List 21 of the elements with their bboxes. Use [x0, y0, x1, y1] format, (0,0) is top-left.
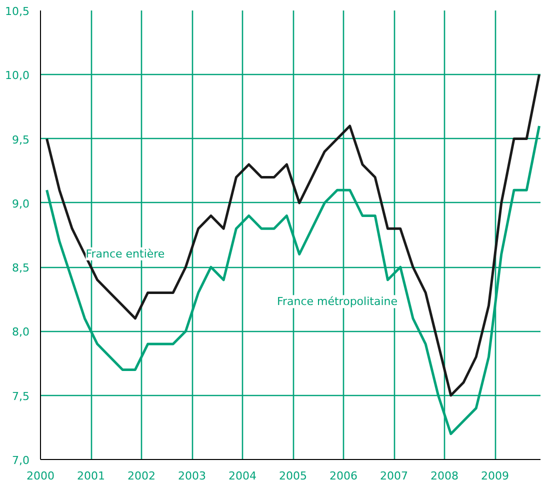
- y-tick-label: 10,0: [5, 69, 30, 82]
- y-tick-label: 8,0: [12, 326, 30, 339]
- x-tick-label: 2005: [279, 470, 308, 482]
- y-tick-label: 10,5: [5, 5, 30, 18]
- line-series: [46, 73, 540, 397]
- x-tick-label: 2007: [380, 470, 408, 482]
- y-tick-label: 9,0: [12, 197, 30, 210]
- x-tick-label: 2009: [481, 470, 510, 482]
- x-tick-label: 2001: [77, 470, 106, 482]
- y-tick-label: 9,5: [12, 133, 30, 146]
- y-tick-label: 8,5: [12, 262, 30, 275]
- y-tick-label: 7,0: [12, 454, 30, 467]
- x-tick-label: 2006: [330, 470, 358, 482]
- x-tick-label: 2008: [430, 470, 459, 482]
- x-tick-label: 2000: [26, 470, 55, 482]
- series-label: France entière: [86, 247, 165, 260]
- x-tick-label: 2002: [128, 470, 156, 482]
- series-label: France métropolitaine: [276, 295, 398, 308]
- y-tick-label: 7,5: [12, 390, 30, 403]
- x-tick-label: 2004: [228, 470, 257, 482]
- x-tick-label: 2003: [178, 470, 206, 482]
